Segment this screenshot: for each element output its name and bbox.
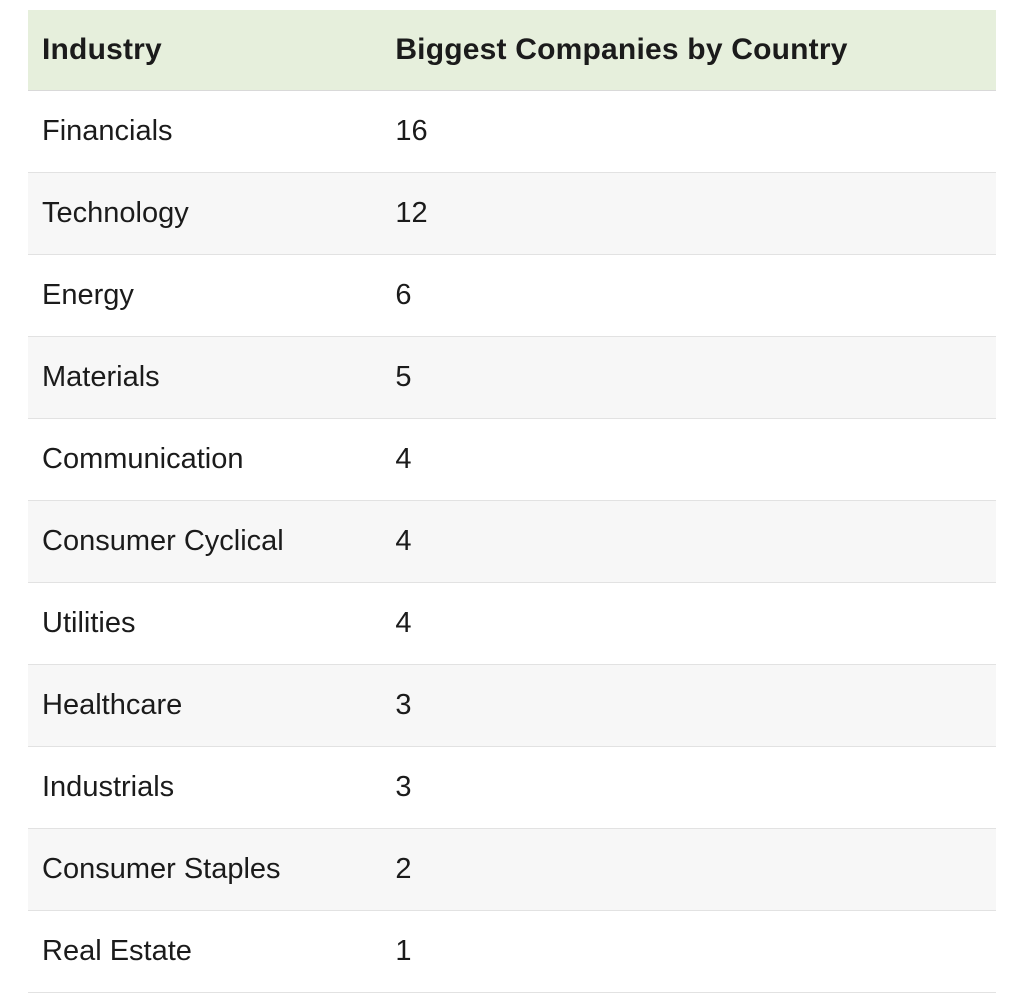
count-cell: 3 <box>381 664 996 747</box>
count-cell: 4 <box>381 500 996 583</box>
industry-cell: Utilities <box>28 582 382 665</box>
table-row: Consumer Staples 2 <box>28 828 996 911</box>
table-header: Industry Biggest Companies by Country <box>28 10 996 91</box>
count-cell: 4 <box>381 582 996 665</box>
industry-cell: Real Estate <box>28 910 382 993</box>
industry-cell: Energy <box>28 254 382 337</box>
count-cell: 2 <box>381 828 996 911</box>
count-cell: 12 <box>381 172 996 255</box>
table-body: Financials 16 Technology 12 Energy 6 Mat… <box>28 90 996 993</box>
table-row: Healthcare 3 <box>28 664 996 747</box>
table-row: Real Estate 1 <box>28 910 996 993</box>
column-header-biggest-companies: Biggest Companies by Country <box>381 10 996 91</box>
count-cell: 4 <box>381 418 996 501</box>
column-header-industry: Industry <box>28 10 382 91</box>
industry-cell: Industrials <box>28 746 382 829</box>
header-row: Industry Biggest Companies by Country <box>28 10 996 91</box>
industry-cell: Consumer Staples <box>28 828 382 911</box>
count-cell: 5 <box>381 336 996 419</box>
table-row: Communication 4 <box>28 418 996 501</box>
industry-cell: Consumer Cyclical <box>28 500 382 583</box>
industry-cell: Technology <box>28 172 382 255</box>
table-row: Utilities 4 <box>28 582 996 665</box>
count-cell: 6 <box>381 254 996 337</box>
count-cell: 1 <box>381 910 996 993</box>
table-row: Materials 5 <box>28 336 996 419</box>
industry-cell: Healthcare <box>28 664 382 747</box>
table-row: Consumer Cyclical 4 <box>28 500 996 583</box>
industry-cell: Communication <box>28 418 382 501</box>
industry-cell: Financials <box>28 90 382 173</box>
count-cell: 3 <box>381 746 996 829</box>
industry-cell: Materials <box>28 336 382 419</box>
table-row: Energy 6 <box>28 254 996 337</box>
table-row: Financials 16 <box>28 90 996 173</box>
table-row: Industrials 3 <box>28 746 996 829</box>
count-cell: 16 <box>381 90 996 173</box>
industry-count-table: Industry Biggest Companies by Country Fi… <box>28 10 996 993</box>
table-row: Technology 12 <box>28 172 996 255</box>
